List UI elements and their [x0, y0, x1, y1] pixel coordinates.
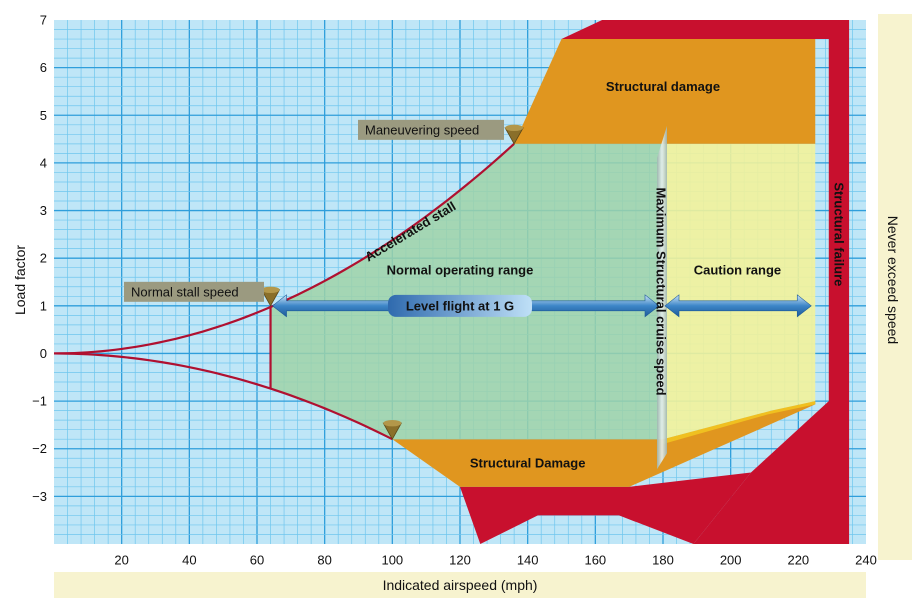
y-axis-title: Load factor: [12, 245, 28, 315]
x-tick-label: 100: [381, 553, 403, 568]
y-tick-label: −1: [32, 394, 47, 409]
y-axis-ticks: 7 6 5 4 3 2 1 0 −1 −2 −3: [32, 13, 47, 504]
speed-markers: [260, 124, 524, 441]
negative-stall-curve: [53, 352, 393, 441]
x-tick-label: 180: [652, 553, 674, 568]
structural-failure-region: [561, 20, 850, 544]
max-structural-cruise-label: Maximum Structural cruise speed: [654, 187, 669, 395]
y-tick-label: 0: [40, 346, 47, 361]
structural-damage-bottom-region: [392, 401, 816, 487]
caution-range-label: Caution range: [694, 263, 781, 278]
x-tick-label: 120: [449, 553, 471, 568]
y-tick-label: 1: [40, 298, 47, 313]
x-tick-label: 240: [855, 553, 877, 568]
level-flight-arrow-caution: [664, 294, 812, 318]
y-tick-label: 7: [40, 13, 47, 28]
level-flight-pill: [388, 294, 532, 317]
x-axis-ticks: 20 40 60 80 100 120 140 160 180 200 220 240: [114, 553, 876, 568]
normal-operating-region: [270, 143, 663, 440]
maneuvering-marker-cap: [505, 124, 524, 132]
never-exceed-speed-title: Never exceed speed: [885, 216, 901, 344]
normal-stall-speed-label: Normal stall speed: [131, 284, 239, 299]
negative-stall-marker-cap: [383, 420, 402, 427]
x-tick-label: 200: [720, 553, 742, 568]
x-axis-title: Indicated airspeed (mph): [383, 577, 538, 593]
normal-stall-speed-box: [124, 281, 264, 302]
y-tick-label: 2: [40, 251, 47, 266]
structural-damage-top-label: Structural damage: [606, 79, 720, 94]
maneuvering-speed-label: Maneuvering speed: [365, 122, 479, 137]
y-tick-label: −3: [32, 489, 47, 504]
normal-stall-marker-cap: [261, 286, 280, 294]
level-flight-label: Level flight at 1 G: [406, 298, 514, 313]
maneuvering-speed-box: [358, 119, 504, 140]
y-tick-label: −2: [32, 441, 47, 456]
x-tick-label: 160: [584, 553, 606, 568]
x-tick-label: 80: [317, 553, 331, 568]
structural-damage-top-region: [514, 39, 816, 144]
y-tick-label: 4: [40, 155, 47, 170]
structural-failure-label: Structural failure: [831, 182, 846, 286]
x-tick-label: 220: [787, 553, 809, 568]
right-axis-band: [878, 14, 912, 560]
x-tick-label: 60: [250, 553, 264, 568]
caution-lower-strip: [663, 401, 816, 444]
x-tick-label: 40: [182, 553, 196, 568]
normal-operating-range-label: Normal operating range: [387, 263, 534, 278]
x-tick-label: 20: [114, 553, 128, 568]
y-tick-label: 6: [40, 60, 47, 75]
x-tick-label: 140: [517, 553, 539, 568]
y-tick-label: 3: [40, 203, 47, 218]
max-structural-cruise-panel: [657, 125, 667, 470]
y-tick-label: 5: [40, 108, 47, 123]
caution-region: [663, 143, 816, 440]
x-axis-band: [54, 572, 866, 598]
structural-damage-bottom-label: Structural Damage: [470, 456, 586, 471]
structural-failure-region-lower: [460, 472, 751, 544]
